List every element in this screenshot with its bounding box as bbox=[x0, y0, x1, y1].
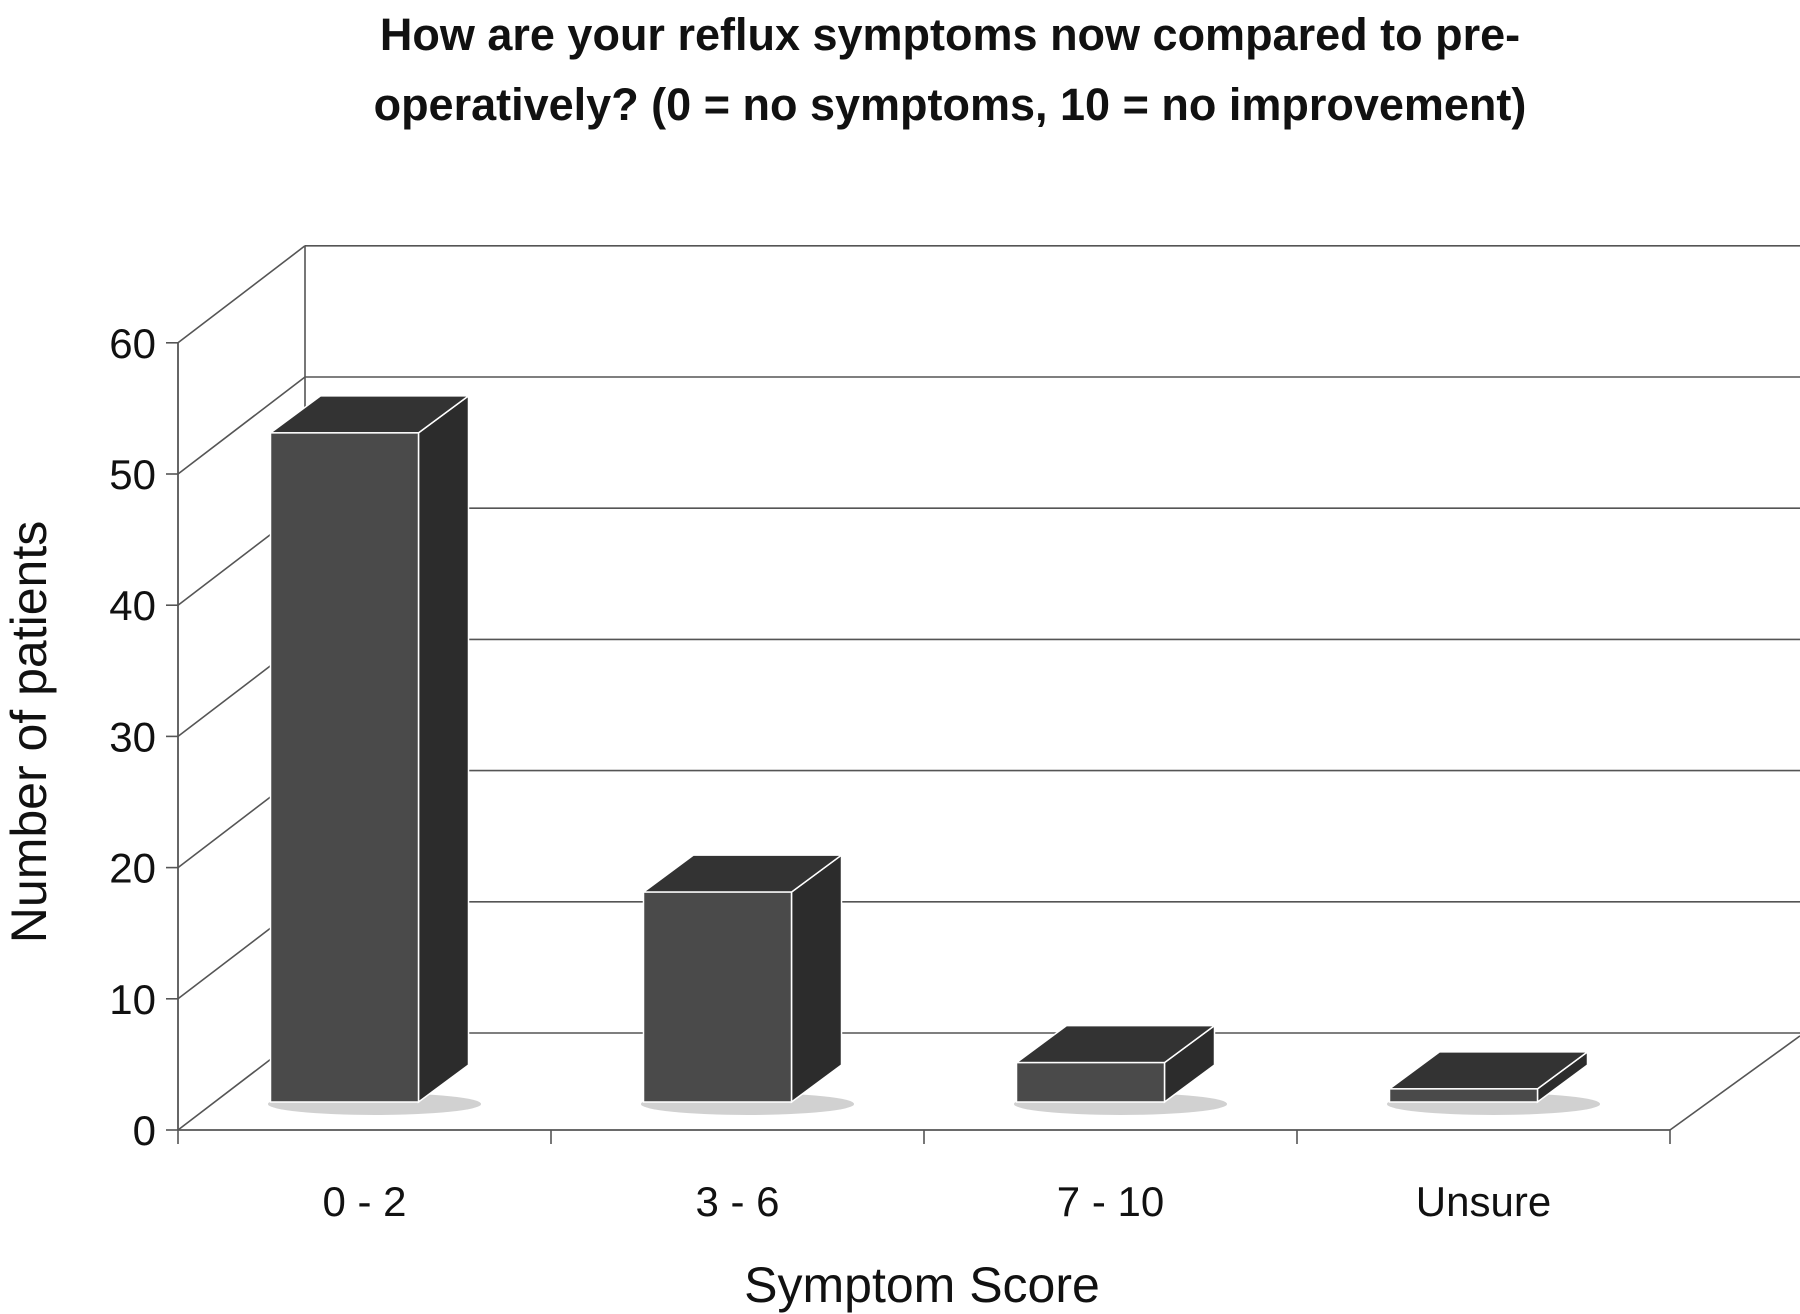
chart-title: How are your reflux symptoms now compare… bbox=[373, 9, 1527, 130]
y-tick-label: 20 bbox=[109, 845, 156, 892]
x-tick-label: 7 - 10 bbox=[1057, 1178, 1164, 1225]
bar bbox=[1388, 1088, 1539, 1103]
y-tick-label: 30 bbox=[109, 713, 156, 760]
y-tick-label: 40 bbox=[109, 582, 156, 629]
bars bbox=[267, 394, 1601, 1115]
y-tick-label: 60 bbox=[109, 320, 156, 367]
labels: 0 10 20 30 40 50 60 0 - 2 3 - 6 7 - 10 Unsure Sympt… bbox=[1, 320, 1551, 1313]
gridline-side bbox=[177, 376, 306, 475]
x-tick-label: 0 - 2 bbox=[322, 1178, 406, 1225]
bar bbox=[642, 891, 793, 1103]
y-tick-label: 10 bbox=[109, 976, 156, 1023]
bar-side bbox=[790, 853, 843, 1104]
gridline-side bbox=[177, 245, 306, 344]
y-tick-label: 0 bbox=[133, 1107, 156, 1154]
y-tick-label: 50 bbox=[109, 451, 156, 498]
x-axis-title: Symptom Score bbox=[744, 1257, 1100, 1313]
x-tick-label: 3 - 6 bbox=[695, 1178, 779, 1225]
floor-edge bbox=[1669, 1035, 1800, 1131]
bar-side bbox=[417, 394, 470, 1104]
x-tick-label: Unsure bbox=[1416, 1178, 1551, 1225]
bar bbox=[1015, 1061, 1166, 1103]
axes bbox=[166, 341, 1800, 1144]
bar bbox=[269, 432, 420, 1103]
y-axis-title: Number of patients bbox=[1, 521, 57, 943]
